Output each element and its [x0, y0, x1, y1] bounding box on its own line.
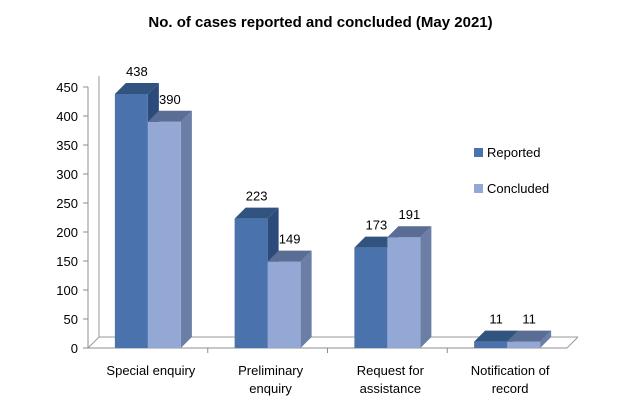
- legend-reported: Reported: [474, 145, 540, 160]
- bar-top: [147, 110, 192, 122]
- data-label: 11: [522, 312, 536, 327]
- bar: [387, 237, 421, 348]
- legend-concluded: Concluded: [474, 181, 549, 196]
- x-category-label: record: [492, 381, 529, 396]
- y-tick-label: 250: [56, 196, 78, 211]
- data-label: 173: [366, 218, 388, 233]
- y-tick-label: 50: [64, 312, 78, 327]
- x-category-label: Notification of: [471, 363, 550, 378]
- bar-side: [180, 110, 192, 348]
- bar-side: [540, 330, 552, 348]
- y-tick-label: 150: [56, 254, 78, 269]
- y-tick-label: 0: [71, 341, 78, 356]
- bar-top: [474, 330, 519, 342]
- data-label: 438: [126, 64, 148, 79]
- legend-swatch-concluded: [474, 184, 483, 193]
- chart-labels: Special enquiry Preliminary enquiry Request…: [106, 64, 549, 396]
- y-tick-label: 450: [56, 80, 78, 95]
- x-category-label: Request for: [357, 363, 425, 378]
- data-label: 11: [489, 312, 503, 327]
- bar: [507, 341, 541, 348]
- bar-top: [387, 226, 432, 238]
- legend-label-concluded: Concluded: [487, 181, 550, 196]
- x-category-label: Preliminary: [238, 363, 304, 378]
- bar-side: [420, 226, 432, 348]
- x-category-label: enquiry: [249, 381, 292, 396]
- y-tick-label: 200: [56, 225, 78, 240]
- x-category-label: assistance: [360, 381, 421, 396]
- y-tick-label: 350: [56, 138, 78, 153]
- bar: [267, 261, 301, 348]
- y-tick-label: 300: [56, 167, 78, 182]
- bar-top: [507, 330, 552, 342]
- bar: [234, 218, 268, 348]
- floor-left-edge: [87, 336, 100, 349]
- data-label: 223: [246, 189, 268, 204]
- data-label: 191: [399, 207, 421, 222]
- bar: [354, 247, 388, 348]
- y-tick-label: 100: [56, 283, 78, 298]
- bar-side: [300, 250, 312, 348]
- floor-right-edge: [566, 336, 579, 349]
- bar: [474, 341, 508, 348]
- y-tick-label: 400: [56, 109, 78, 124]
- bar: [147, 121, 181, 348]
- legend-label-reported: Reported: [487, 145, 541, 160]
- x-category-label: Special enquiry: [106, 363, 195, 378]
- chart-title: No. of cases reported and concluded (May…: [148, 14, 493, 31]
- bar: [114, 93, 148, 349]
- bar-top: [114, 82, 159, 94]
- bar-top: [267, 250, 312, 262]
- chart-bars: [114, 82, 552, 349]
- legend-swatch-reported: [474, 148, 483, 157]
- data-label: 390: [159, 92, 181, 107]
- data-label: 149: [279, 232, 301, 247]
- bar-top: [234, 207, 279, 219]
